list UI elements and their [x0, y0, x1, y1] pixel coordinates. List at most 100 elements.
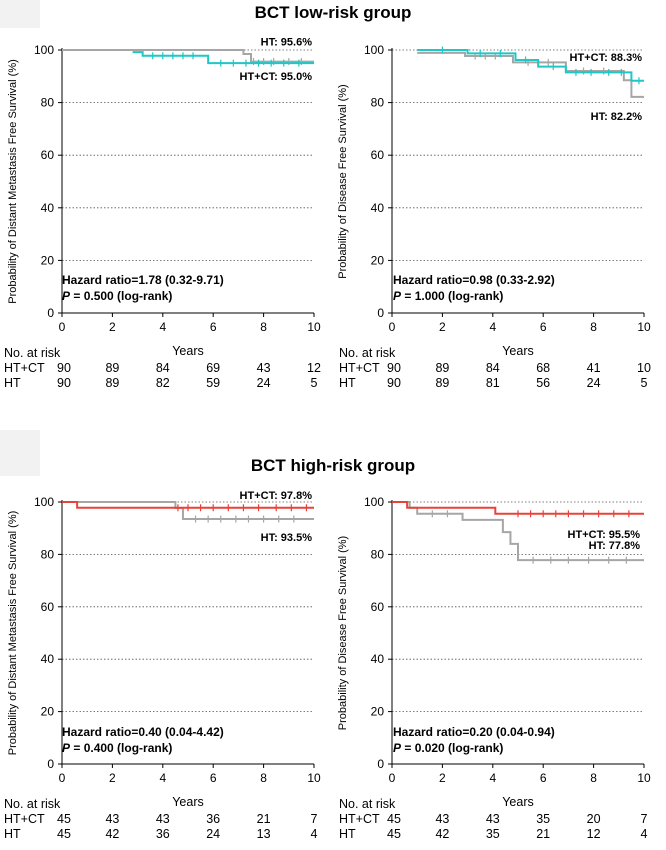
risk-value: 42	[105, 827, 119, 841]
p-symbol: P	[62, 741, 71, 755]
risk-value: 4	[311, 827, 318, 841]
x-tick-label: 6	[210, 320, 217, 334]
risk-value: 89	[435, 376, 449, 390]
series-end-label: HT+CT: 88.3%	[570, 52, 643, 64]
risk-value: 10	[637, 361, 651, 375]
series-end-label: HT: 82.2%	[591, 111, 643, 123]
y-tick-label: 100	[34, 43, 54, 57]
x-tick-label: 6	[210, 771, 217, 785]
y-tick-label: 60	[41, 148, 55, 162]
series-end-label: HT+CT: 95.0%	[240, 71, 313, 83]
x-tick-label: 8	[260, 320, 267, 334]
risk-row-label: HT+CT	[4, 812, 45, 826]
p-value: = 1.000 (log-rank)	[401, 289, 503, 303]
x-tick-label: 2	[109, 320, 116, 334]
x-axis-label: Years	[502, 795, 534, 809]
risk-value: 24	[257, 376, 271, 390]
risk-value: 43	[257, 361, 271, 375]
risk-value: 7	[311, 812, 318, 826]
risk-value: 89	[105, 361, 119, 375]
risk-row-label: HT	[4, 827, 21, 841]
risk-row-label: HT+CT	[4, 361, 45, 375]
x-tick-label: 10	[637, 771, 651, 785]
y-axis-label: Probability of Distant Metastasis Free S…	[7, 511, 19, 756]
risk-value: 69	[206, 361, 220, 375]
risk-value: 90	[387, 361, 401, 375]
y-tick-label: 60	[371, 600, 385, 614]
series-end-label: HT+CT: 95.5%	[568, 529, 641, 541]
corner-shade-middle	[0, 430, 40, 476]
x-tick-label: 10	[307, 771, 321, 785]
series-end-label: HT: 93.5%	[261, 532, 313, 544]
risk-row-label: HT	[339, 827, 356, 841]
km-line-ht-ct	[62, 501, 314, 509]
risk-value: 89	[435, 361, 449, 375]
risk-row-label: HT+CT	[339, 812, 380, 826]
risk-value: 35	[536, 812, 550, 826]
risk-value: 21	[257, 812, 271, 826]
x-tick-label: 0	[59, 320, 66, 334]
x-tick-label: 2	[439, 771, 446, 785]
risk-value: 89	[105, 376, 119, 390]
x-axis-label: Years	[502, 344, 534, 358]
y-tick-label: 40	[41, 201, 55, 215]
risk-value: 43	[435, 812, 449, 826]
x-tick-label: 6	[540, 771, 547, 785]
p-value-text: P = 0.500 (log-rank)	[62, 289, 172, 303]
risk-value: 68	[536, 361, 550, 375]
risk-value: 5	[641, 376, 648, 390]
y-tick-label: 20	[41, 253, 55, 267]
risk-value: 84	[486, 361, 500, 375]
risk-value: 82	[156, 376, 170, 390]
risk-value: 90	[57, 376, 71, 390]
risk-value: 45	[387, 812, 401, 826]
y-tick-label: 0	[47, 757, 54, 771]
risk-value: 41	[587, 361, 601, 375]
x-axis-label: Years	[172, 344, 204, 358]
risk-value: 24	[206, 827, 220, 841]
risk-value: 5	[311, 376, 318, 390]
risk-value: 84	[156, 361, 170, 375]
risk-value: 24	[587, 376, 601, 390]
risk-value: 35	[486, 827, 500, 841]
low-risk-title: BCT low-risk group	[254, 3, 412, 22]
km-line-ht-ct	[392, 501, 644, 515]
p-value: = 0.020 (log-rank)	[401, 741, 503, 755]
y-tick-label: 0	[377, 306, 384, 320]
x-tick-label: 2	[439, 320, 446, 334]
y-tick-label: 80	[371, 96, 385, 110]
hazard-ratio-text: Hazard ratio=0.20 (0.04-0.94)	[393, 725, 555, 739]
y-tick-label: 100	[364, 495, 384, 509]
risk-value: 90	[387, 376, 401, 390]
y-axis-label: Probability of Disease Free Survival (%)	[337, 84, 349, 278]
y-tick-label: 80	[371, 547, 385, 561]
y-tick-label: 0	[377, 757, 384, 771]
high-risk-title: BCT high-risk group	[250, 456, 416, 475]
x-tick-label: 4	[489, 320, 496, 334]
x-tick-label: 6	[540, 320, 547, 334]
x-tick-label: 8	[590, 771, 597, 785]
p-value-text: P = 0.400 (log-rank)	[62, 741, 172, 755]
risk-row-label: HT	[4, 376, 21, 390]
risk-value: 12	[307, 361, 321, 375]
x-tick-label: 0	[59, 771, 66, 785]
x-tick-label: 10	[307, 320, 321, 334]
p-value: = 0.500 (log-rank)	[70, 289, 172, 303]
risk-value: 36	[156, 827, 170, 841]
risk-value: 45	[57, 827, 71, 841]
x-tick-label: 2	[109, 771, 116, 785]
risk-value: 42	[435, 827, 449, 841]
x-tick-label: 4	[159, 771, 166, 785]
risk-value: 7	[641, 812, 648, 826]
km-panel-4: 0 20 40 60 80 100 0 2 4 6 8 10 Years Probability of D…	[337, 495, 651, 841]
series-end-label: HT: 77.8%	[589, 540, 641, 552]
risk-value: 45	[57, 812, 71, 826]
x-tick-label: 4	[489, 771, 496, 785]
risk-row-label: HT	[339, 376, 356, 390]
risk-value: 20	[587, 812, 601, 826]
km-line-ht-ct	[417, 49, 644, 82]
risk-value: 43	[105, 812, 119, 826]
y-tick-label: 20	[41, 705, 55, 719]
